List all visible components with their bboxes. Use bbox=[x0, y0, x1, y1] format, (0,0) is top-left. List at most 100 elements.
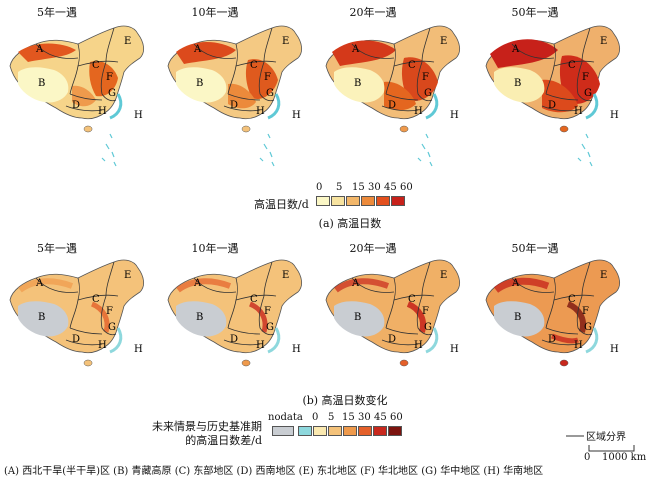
region-key: (A) 西北干旱(半干旱)区 (B) 青藏高原 (C) 东部地区 (D) 西南地… bbox=[4, 466, 544, 477]
svg-text:G: G bbox=[266, 88, 274, 99]
legend-nodata-swatch bbox=[272, 426, 294, 436]
svg-text:A: A bbox=[35, 278, 44, 289]
region-letter-E: E bbox=[124, 36, 131, 47]
legend-top-swatch-3 bbox=[361, 196, 375, 206]
svg-text:C: C bbox=[92, 294, 100, 305]
svg-text:B: B bbox=[514, 312, 521, 323]
boundary-line-symbol bbox=[566, 435, 584, 437]
svg-text:H: H bbox=[610, 110, 619, 121]
svg-text:H: H bbox=[256, 106, 265, 117]
svg-text:D: D bbox=[230, 100, 238, 111]
legend-bottom-swatch-1 bbox=[313, 426, 327, 436]
svg-text:H: H bbox=[450, 344, 459, 355]
caption-bottom: (b) 高温日数变化 bbox=[302, 394, 388, 407]
svg-text:D: D bbox=[388, 334, 396, 345]
heat-days-map-50yr: AB CD EF GH H bbox=[485, 25, 621, 167]
svg-text:C: C bbox=[250, 294, 258, 305]
svg-text:H: H bbox=[610, 344, 619, 355]
svg-text:D: D bbox=[72, 334, 80, 345]
legend-bottom-swatch-0 bbox=[298, 426, 312, 436]
svg-text:H: H bbox=[450, 110, 459, 121]
legend-top-swatch-2 bbox=[346, 196, 360, 206]
panel-title-bottom-5: 5年一遇 bbox=[37, 242, 77, 255]
svg-text:H: H bbox=[98, 340, 107, 351]
scale-bar bbox=[588, 445, 635, 452]
region-letter-A: A bbox=[35, 44, 44, 55]
heat-change-map-10yr: AB CD EF GH H bbox=[167, 259, 303, 367]
scale-end: 1000 km bbox=[602, 452, 647, 463]
svg-text:A: A bbox=[193, 278, 202, 289]
boundary-legend-label: 区域分界 bbox=[586, 432, 626, 443]
legend-bottom-tick-1: 5 bbox=[328, 412, 335, 423]
svg-text:F: F bbox=[422, 306, 429, 317]
legend-top-tick-3: 30 bbox=[368, 182, 381, 193]
legend-bottom-tick-5: 60 bbox=[390, 412, 403, 423]
svg-text:A: A bbox=[351, 44, 360, 55]
legend-bottom-colorbar bbox=[298, 426, 403, 436]
svg-text:B: B bbox=[196, 78, 203, 89]
region-letter-B: B bbox=[38, 78, 45, 89]
legend-top-swatch-5 bbox=[391, 196, 405, 206]
svg-text:B: B bbox=[196, 312, 203, 323]
svg-text:E: E bbox=[600, 36, 607, 47]
svg-text:F: F bbox=[264, 72, 271, 83]
legend-bottom-swatch-3 bbox=[343, 426, 357, 436]
legend-bottom-swatch-2 bbox=[328, 426, 342, 436]
legend-top-tick-2: 15 bbox=[352, 182, 365, 193]
caption-top: (a) 高温日数 bbox=[318, 217, 382, 230]
legend-bottom-swatch-4 bbox=[358, 426, 372, 436]
svg-text:G: G bbox=[108, 322, 116, 333]
svg-text:E: E bbox=[600, 270, 607, 281]
svg-text:E: E bbox=[124, 270, 131, 281]
heat-change-map-20yr: AB CD EF GH H bbox=[325, 259, 461, 367]
legend-top-swatch-1 bbox=[331, 196, 345, 206]
scale-start: 0 bbox=[584, 452, 591, 463]
svg-text:E: E bbox=[440, 270, 447, 281]
region-letter-C: C bbox=[92, 60, 100, 71]
legend-bottom-swatch-6 bbox=[388, 426, 402, 436]
svg-text:D: D bbox=[230, 334, 238, 345]
svg-text:H: H bbox=[574, 340, 583, 351]
svg-text:E: E bbox=[282, 36, 289, 47]
heat-days-map-10yr: AB CD EF GH H bbox=[167, 25, 303, 167]
legend-bottom-title-2: 的高温日数差/d bbox=[185, 434, 262, 447]
legend-top-tick-0: 0 bbox=[316, 182, 323, 193]
svg-text:F: F bbox=[422, 72, 429, 83]
svg-text:A: A bbox=[511, 44, 520, 55]
panel-title-top-5: 5年一遇 bbox=[37, 6, 77, 19]
legend-top-tick-4: 45 bbox=[384, 182, 397, 193]
svg-text:B: B bbox=[514, 78, 521, 89]
svg-text:F: F bbox=[264, 306, 271, 317]
svg-text:E: E bbox=[282, 270, 289, 281]
region-letter-H2: H bbox=[134, 110, 143, 121]
svg-text:C: C bbox=[408, 60, 416, 71]
legend-bottom-tick-4: 45 bbox=[374, 412, 387, 423]
region-letter-H: H bbox=[98, 106, 107, 117]
svg-text:B: B bbox=[354, 78, 361, 89]
heat-change-map-50yr: AB CD EF GH H bbox=[485, 259, 621, 367]
svg-text:A: A bbox=[511, 278, 520, 289]
svg-text:C: C bbox=[408, 294, 416, 305]
svg-text:H: H bbox=[256, 340, 265, 351]
svg-text:A: A bbox=[193, 44, 202, 55]
legend-bottom-tick-0: 0 bbox=[312, 412, 319, 423]
svg-text:H: H bbox=[292, 344, 301, 355]
svg-text:D: D bbox=[388, 100, 396, 111]
svg-text:H: H bbox=[134, 344, 143, 355]
legend-top-tick-5: 60 bbox=[400, 182, 413, 193]
svg-text:H: H bbox=[574, 106, 583, 117]
legend-top-swatch-0 bbox=[316, 196, 330, 206]
heat-days-map-5yr: A B C D E F G H H bbox=[9, 25, 145, 167]
svg-text:G: G bbox=[584, 88, 592, 99]
panel-title-top-20: 20年一遇 bbox=[349, 6, 397, 19]
legend-top-title: 高温日数/d bbox=[254, 198, 309, 211]
svg-text:G: G bbox=[424, 322, 432, 333]
svg-text:H: H bbox=[414, 106, 423, 117]
panel-title-top-10: 10年一遇 bbox=[191, 6, 239, 19]
legend-top-tick-1: 5 bbox=[336, 182, 343, 193]
svg-text:F: F bbox=[106, 306, 113, 317]
svg-text:B: B bbox=[354, 312, 361, 323]
svg-text:H: H bbox=[414, 340, 423, 351]
svg-text:D: D bbox=[548, 100, 556, 111]
svg-text:G: G bbox=[266, 322, 274, 333]
